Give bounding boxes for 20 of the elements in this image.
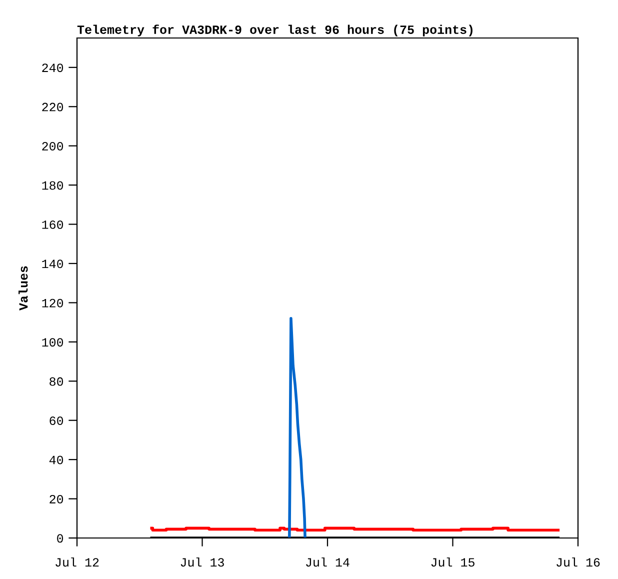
y-tick-label: 200 (42, 142, 64, 150)
y-tick-label: 220 (42, 102, 64, 112)
y-tick-label: 120 (42, 298, 64, 308)
chart-title: Telemetry for VA3DRK-9 over last 96 hours (75 points) (77, 24, 472, 36)
y-tick-label: 60 (50, 416, 64, 426)
x-tick-label: Jul 13 (180, 557, 224, 567)
x-tick-label: Jul 16 (556, 557, 600, 567)
x-tick-label: Jul 14 (306, 557, 350, 567)
y-tick-label: 80 (50, 377, 64, 386)
y-tick-label: 180 (42, 181, 64, 190)
y-tick-label: 140 (42, 260, 64, 268)
y-tick-label: 240 (42, 64, 64, 72)
y-tick-label: 40 (49, 456, 64, 464)
x-tick-label: Jul 12 (56, 557, 99, 567)
y-tick-label: 0 (57, 534, 64, 543)
y-axis-title: Values (18, 266, 28, 310)
y-tick-label: 20 (50, 494, 64, 504)
x-tick-label: Jul 15 (431, 557, 474, 567)
y-tick-label: 160 (42, 220, 64, 229)
y-tick-label: 100 (42, 338, 64, 347)
